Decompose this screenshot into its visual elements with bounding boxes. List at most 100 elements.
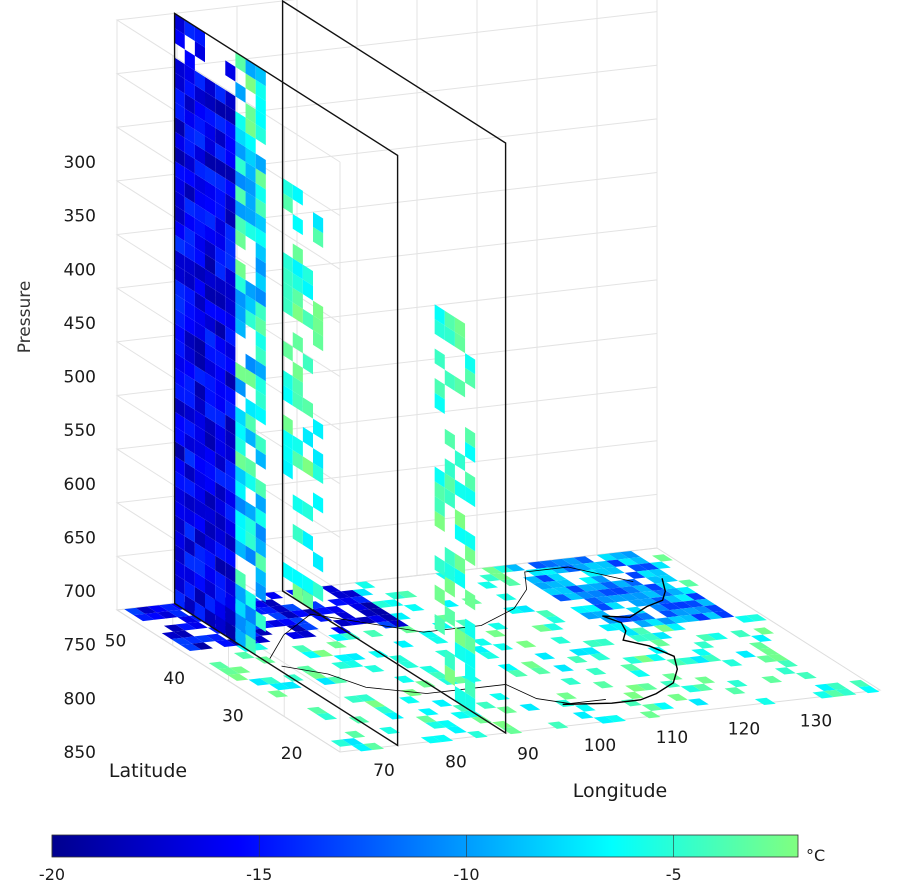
- slice-cell: [205, 254, 216, 276]
- slice-cell: [205, 91, 216, 113]
- floor-cell: [660, 602, 682, 611]
- slice-cell: [194, 321, 206, 343]
- slice-cell: [454, 376, 466, 398]
- floor-cell: [276, 618, 298, 626]
- floor-cell: [553, 664, 574, 672]
- floor-cell: [388, 655, 410, 663]
- slice-cell: [245, 220, 256, 243]
- floor-cell: [724, 687, 746, 695]
- floor-cell: [362, 629, 384, 638]
- slice-cell: [205, 445, 216, 467]
- floor-cell: [315, 677, 337, 685]
- floor-cell: [581, 604, 603, 613]
- slice-cell: [225, 532, 236, 554]
- slice-cell: [255, 433, 266, 455]
- slice-cell: [465, 544, 476, 567]
- floor-cell: [617, 558, 639, 566]
- floor-cell: [608, 552, 629, 560]
- floor-cell: [487, 622, 509, 630]
- floor-cell: [694, 676, 716, 684]
- floor-cell: [269, 682, 291, 691]
- slice-cell: [444, 325, 455, 347]
- slice-frame: [281, 0, 507, 735]
- slice-cell: [184, 506, 195, 528]
- lat-tick-label: 50: [105, 632, 127, 652]
- slice-cell: [225, 119, 236, 141]
- floor-cell: [363, 665, 385, 673]
- floor-cell: [600, 616, 622, 624]
- slice-cell: [184, 314, 195, 337]
- floor-cell: [692, 606, 714, 614]
- floor-cell: [343, 695, 365, 703]
- z-tick-label: 700: [64, 582, 96, 602]
- slice-cell: [215, 466, 226, 489]
- floor-cell: [348, 603, 370, 611]
- floor-cell: [284, 631, 306, 640]
- slice-cell: [292, 331, 303, 354]
- slice-cell: [255, 360, 266, 382]
- slice-cell: [235, 538, 246, 561]
- floor-cell: [631, 584, 653, 593]
- floor-cell: [761, 675, 783, 684]
- slice-cell: [434, 348, 445, 370]
- floor-cell: [685, 592, 707, 601]
- slice-cell: [205, 431, 216, 453]
- floor-cell: [814, 683, 836, 692]
- slice-cell: [465, 589, 476, 611]
- floor-cell: [652, 589, 674, 597]
- floor-cell: [849, 679, 871, 688]
- slice-cell: [205, 460, 216, 482]
- slice-cell: [205, 180, 216, 202]
- floor-cell: [286, 624, 308, 632]
- slice-cell: [215, 112, 226, 135]
- slice-cell: [215, 186, 226, 208]
- floor-cell: [147, 605, 169, 613]
- floor-cell: [641, 590, 663, 599]
- slice-cell: [184, 565, 195, 587]
- floor-cell: [669, 608, 691, 617]
- colorbar-tick-label: -10: [453, 865, 479, 884]
- floor-cell: [363, 742, 385, 751]
- slice-cell: [292, 494, 303, 516]
- slice-cell: [235, 465, 246, 487]
- slice-cell: [184, 477, 195, 499]
- slice-cell: [205, 121, 216, 143]
- floor-cell: [671, 601, 693, 609]
- slice-cell: [205, 268, 216, 290]
- slice-cell: [215, 98, 226, 120]
- slice-cell: [313, 330, 324, 352]
- floor-cell: [643, 583, 665, 591]
- slice-cell: [184, 344, 195, 366]
- slice-cell: [215, 407, 226, 430]
- slice-cell: [302, 500, 314, 522]
- slice-cell: [282, 428, 293, 450]
- slice-cell: [205, 298, 216, 320]
- border-line: [281, 665, 606, 704]
- floor-cell: [428, 671, 450, 680]
- slice-cell: [255, 345, 266, 367]
- slice-cell: [215, 157, 226, 179]
- slice-cell: [174, 455, 185, 478]
- floor-cell: [620, 663, 641, 672]
- floor-cell: [305, 671, 327, 679]
- slice-cell: [255, 448, 266, 470]
- slice-cell: [282, 177, 293, 200]
- floor-cell: [657, 610, 679, 618]
- floor-cell: [704, 604, 725, 613]
- z-tick-label: 600: [64, 475, 96, 495]
- slice-cell: [292, 449, 303, 472]
- floor-cell: [382, 599, 404, 607]
- slice-cell: [194, 85, 206, 107]
- floor-cell: [756, 655, 778, 663]
- floor-cell: [327, 598, 349, 606]
- floor-cell: [730, 630, 752, 638]
- floor-cell: [683, 600, 705, 608]
- floor-cell: [678, 579, 699, 587]
- slice-cell: [225, 502, 236, 525]
- floor-cell: [500, 578, 522, 587]
- floor-cell: [758, 647, 780, 656]
- slice-cell: [184, 64, 195, 86]
- slice-cell: [255, 197, 266, 219]
- floor-cell: [574, 704, 596, 712]
- slice-cell: [184, 285, 195, 307]
